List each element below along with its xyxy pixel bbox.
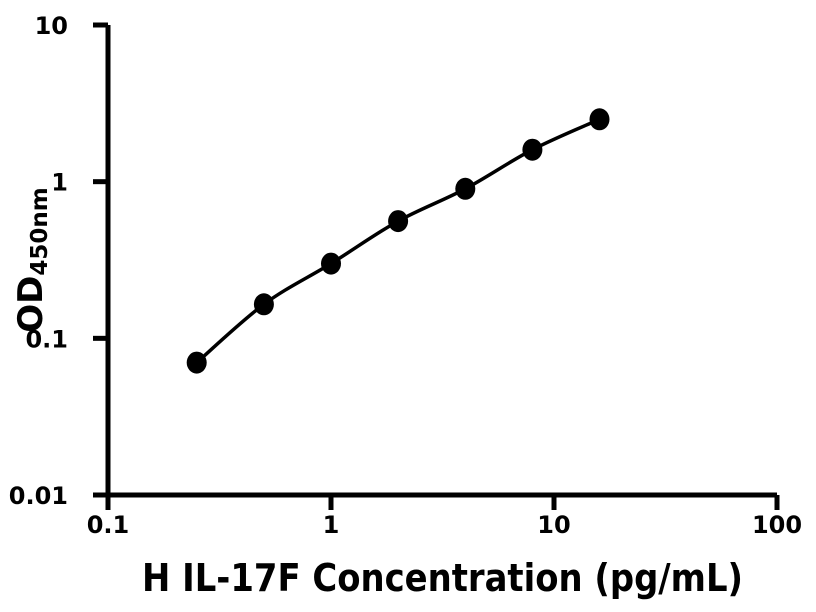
x-tick-label: 10 (537, 511, 570, 539)
y-tick-label: 0.1 (25, 325, 68, 353)
x-axis-title: H IL-17F Concentration (pg/mL) (142, 556, 743, 600)
y-tick-label: 1 (51, 169, 68, 197)
data-point-marker (522, 138, 543, 161)
data-point-marker (589, 108, 610, 131)
y-tick-label: 0.01 (9, 482, 68, 510)
y-tick-label: 10 (35, 12, 68, 40)
data-point-marker (388, 210, 409, 233)
x-tick-label: 0.1 (87, 511, 130, 539)
y-axis-title: OD450nm (11, 187, 53, 333)
axes-spine (105, 25, 777, 498)
data-point-marker (186, 351, 207, 374)
y-axis-title-main: OD (11, 276, 51, 333)
x-tick-label: 1 (323, 511, 340, 539)
y-axis-title-subscript: 450nm (27, 187, 53, 275)
data-point-marker (321, 252, 341, 275)
data-point-marker (455, 177, 476, 200)
data-point-marker (253, 293, 274, 316)
x-tick-label: 100 (752, 511, 802, 539)
